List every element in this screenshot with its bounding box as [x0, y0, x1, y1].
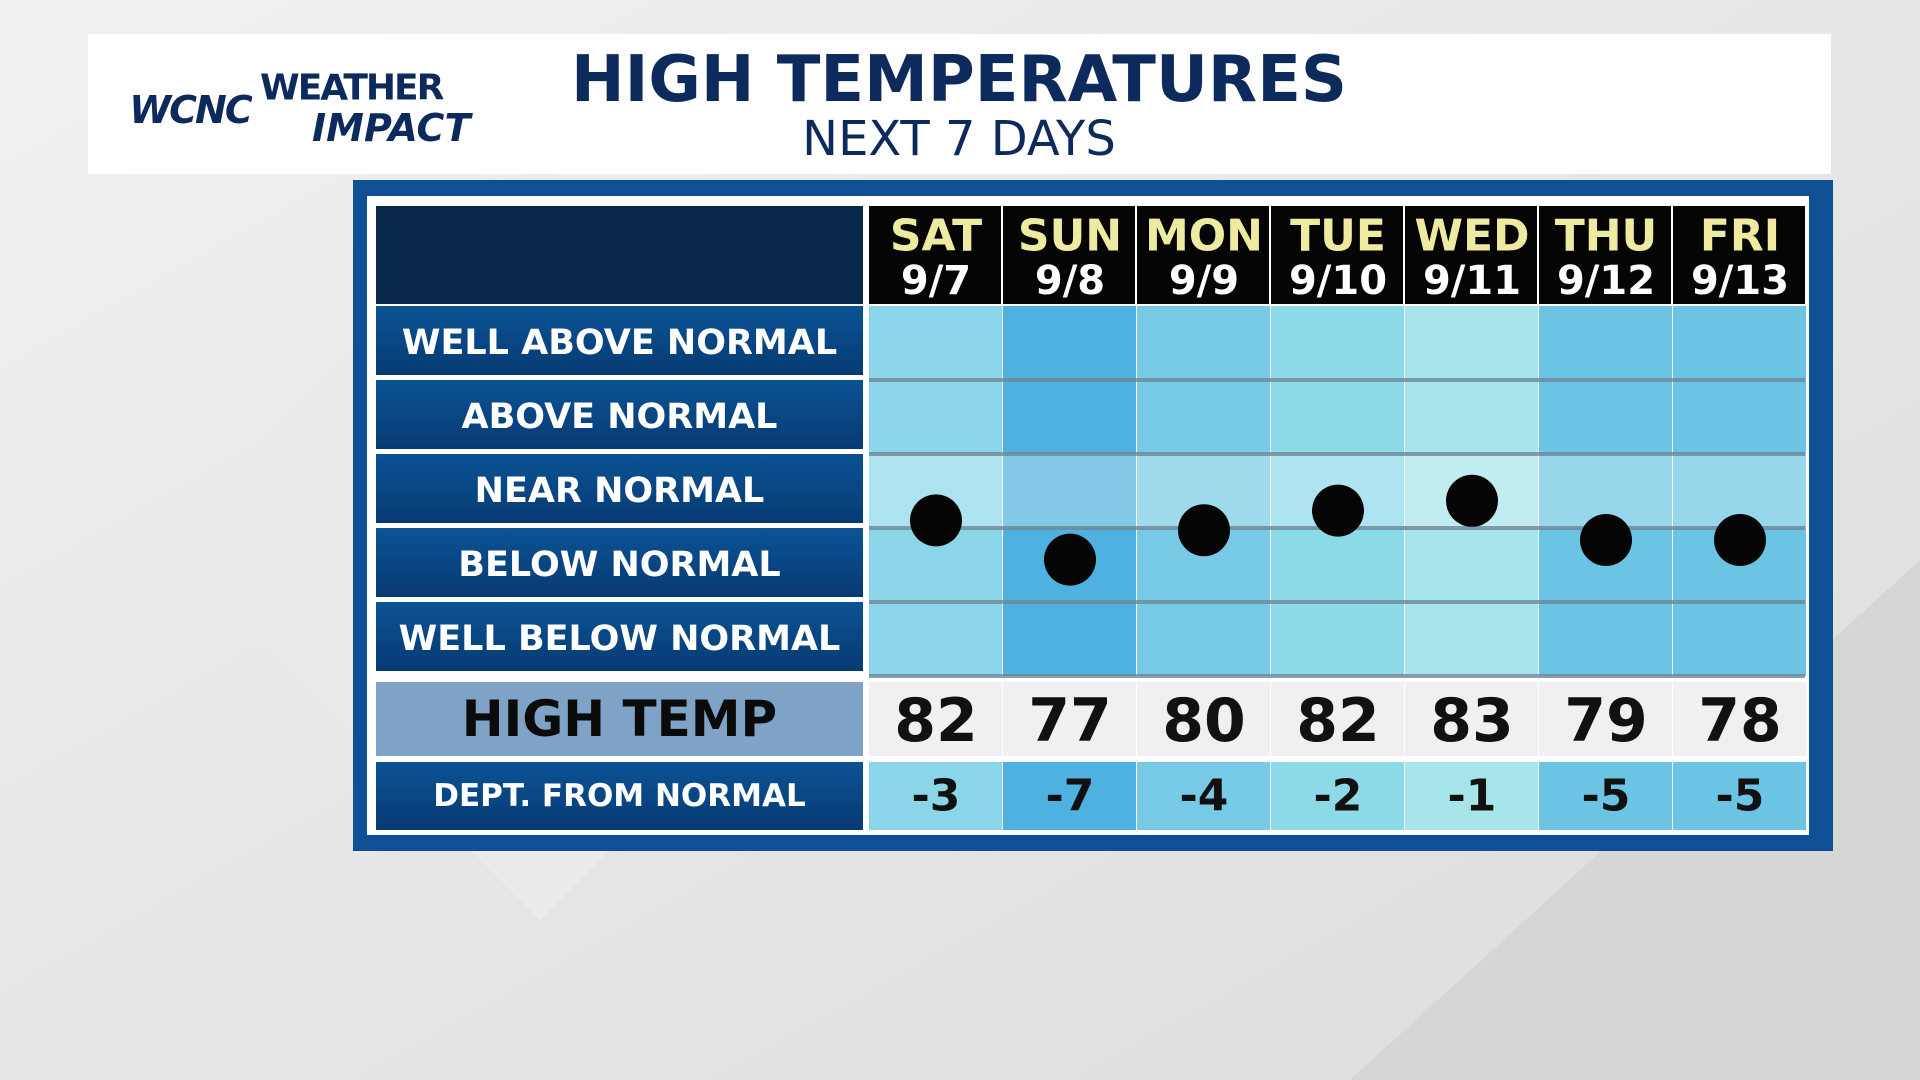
high-temp-cell: [1137, 682, 1270, 756]
departure: -5: [1582, 771, 1631, 822]
departure-dot: [910, 494, 962, 547]
brand: WCNC: [129, 88, 253, 132]
corner-cell: [376, 206, 863, 304]
date-label: 9/13: [1691, 258, 1789, 304]
day-header-cell: [1673, 206, 1805, 304]
day-header-cell: [1271, 206, 1403, 304]
high-temp-label: HIGH TEMP: [462, 690, 777, 748]
band-divider: [869, 600, 1805, 604]
departure-dot: [1044, 533, 1096, 586]
date-label: 9/9: [1169, 258, 1239, 304]
day-header-cell: [1539, 206, 1671, 304]
high-temp: 79: [1564, 686, 1648, 756]
row-label: ABOVE NORMAL: [462, 397, 778, 437]
departure-dot: [1580, 514, 1632, 566]
day-label: MON: [1145, 211, 1263, 262]
date-label: 9/11: [1423, 258, 1521, 304]
departure: -5: [1716, 771, 1765, 822]
near-normal-band: [1003, 454, 1136, 528]
brand-line2: IMPACT: [312, 106, 473, 150]
high-temp-cell: [1405, 682, 1538, 756]
brand-line1: WEATHER: [260, 68, 444, 109]
departure-dot: [1312, 484, 1364, 537]
high-temp-cell: [1539, 682, 1672, 756]
row-label: NEAR NORMAL: [475, 471, 765, 511]
high-temp: 82: [1296, 686, 1380, 756]
row-label: BELOW NORMAL: [458, 545, 780, 585]
day-label: THU: [1555, 211, 1658, 262]
row-label-cell: [376, 306, 863, 375]
departure-dot: [1446, 474, 1498, 527]
column-bands: [1003, 306, 1136, 676]
row-label-cell: [376, 528, 863, 597]
departure-cell: [1539, 762, 1672, 830]
departure-cell: [869, 762, 1002, 830]
departure: -3: [912, 771, 961, 822]
departure: -7: [1046, 771, 1095, 822]
column-bands: [1137, 306, 1270, 676]
day-label: WED: [1414, 211, 1529, 262]
departure: -1: [1448, 771, 1497, 822]
high-temp-cell: [1271, 682, 1404, 756]
subtitle: NEXT 7 DAYS: [802, 111, 1116, 167]
departure-cell: [1003, 762, 1136, 830]
day-header-cell: [869, 206, 1001, 304]
date-label: 9/10: [1289, 258, 1387, 304]
row-label-cell: [376, 602, 863, 671]
departure-dot: [1178, 504, 1230, 557]
high-temp: 77: [1028, 686, 1112, 756]
day-header-cell: [1003, 206, 1135, 304]
high-temp-label-cell: [376, 682, 863, 756]
row-label-cell: [376, 454, 863, 523]
departure-cell: [1405, 762, 1538, 830]
day-header-cell: [1137, 206, 1269, 304]
row-label-cell: [376, 380, 863, 449]
departure-cell: [1137, 762, 1270, 830]
departure: -4: [1180, 771, 1229, 822]
title: HIGH TEMPERATURES: [571, 43, 1347, 117]
band-divider: [869, 674, 1805, 678]
band-divider: [869, 452, 1805, 456]
departure: -2: [1314, 771, 1363, 822]
date-label: 9/8: [1035, 258, 1105, 304]
departure-cell: [1271, 762, 1404, 830]
day-label: SUN: [1018, 211, 1122, 262]
high-temp-cell: [869, 682, 1002, 756]
row-label: WELL BELOW NORMAL: [399, 619, 841, 659]
day-header-cell: [1405, 206, 1537, 304]
header-box: [88, 34, 1831, 174]
day-label: FRI: [1700, 211, 1780, 262]
date-label: 9/12: [1557, 258, 1655, 304]
day-label: SAT: [890, 211, 982, 262]
column-bands: [1673, 306, 1806, 676]
high-temp: 80: [1162, 686, 1246, 756]
column-bands: [1539, 306, 1672, 676]
high-temp: 83: [1430, 686, 1514, 756]
high-temp: 82: [894, 686, 978, 756]
departure-label-cell: [376, 762, 863, 830]
row-label: WELL ABOVE NORMAL: [402, 323, 837, 363]
departure-cell: [1673, 762, 1806, 830]
date-label: 9/7: [901, 258, 971, 304]
high-temp-cell: [1003, 682, 1136, 756]
high-temp-cell: [1673, 682, 1806, 756]
column-bands: [869, 306, 1002, 676]
departure-dot: [1714, 514, 1766, 566]
departure-label: DEPT. FROM NORMAL: [433, 778, 805, 814]
high-temp: 78: [1698, 686, 1782, 756]
day-label: TUE: [1290, 211, 1386, 262]
band-divider: [869, 378, 1805, 382]
